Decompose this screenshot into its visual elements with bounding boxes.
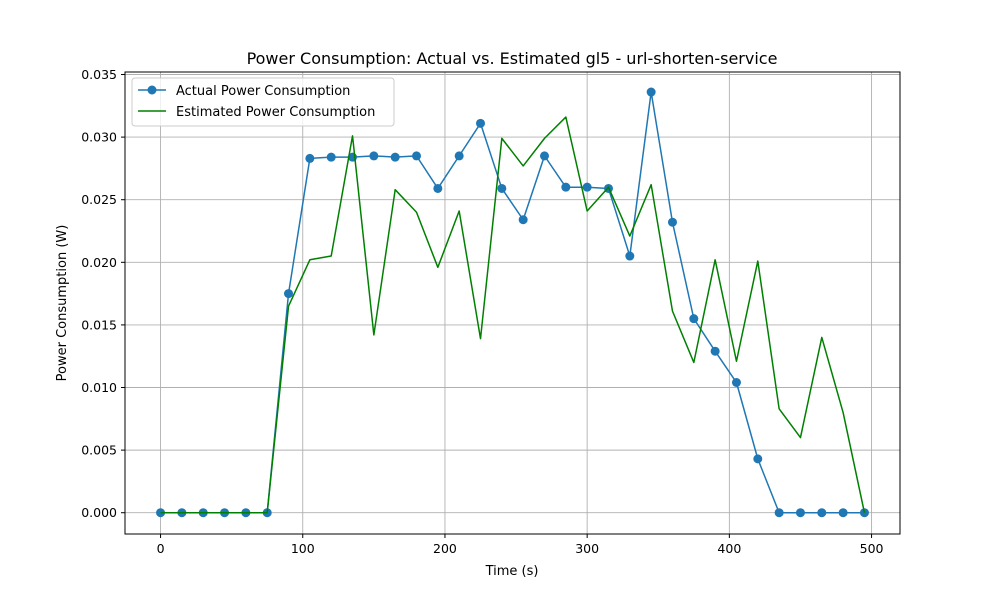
y-tick-label: 0.025 xyxy=(81,192,117,207)
legend: Actual Power Consumption Estimated Power… xyxy=(131,77,395,127)
data-point-actual xyxy=(774,508,784,518)
x-tick-label: 300 xyxy=(575,541,599,556)
data-point-actual xyxy=(625,251,635,261)
chart-title: Power Consumption: Actual vs. Estimated … xyxy=(247,49,778,68)
grid xyxy=(125,72,900,534)
y-tick-label: 0.030 xyxy=(81,130,117,145)
x-axis-label: Time (s) xyxy=(485,564,539,579)
ticks: 0 100 200 300 400 500 0.000 0.005 0.010 0.015 0.02… xyxy=(81,67,883,556)
data-point-actual xyxy=(561,182,571,192)
data-point-actual xyxy=(326,152,336,162)
series-line-estimated xyxy=(160,116,866,514)
series-line-actual xyxy=(160,91,865,514)
x-tick-label: 0 xyxy=(157,541,165,556)
legend-box xyxy=(131,77,395,127)
data-point-actual xyxy=(369,151,379,161)
legend-label-actual: Actual Power Consumption xyxy=(176,84,350,99)
data-point-actual xyxy=(476,118,486,128)
y-tick-label: 0.010 xyxy=(81,380,117,395)
data-point-actual xyxy=(667,217,677,227)
data-point-actual xyxy=(305,153,315,163)
legend-marker-actual xyxy=(147,85,157,95)
legend-label-estimated: Estimated Power Consumption xyxy=(176,105,375,120)
y-axis-label: Power Consumption (W) xyxy=(55,225,70,382)
data-point-actual xyxy=(753,454,763,464)
data-point-actual xyxy=(284,289,294,299)
data-point-actual xyxy=(518,215,528,225)
series-layer xyxy=(156,87,869,518)
x-tick-label: 400 xyxy=(717,541,741,556)
data-point-actual xyxy=(731,378,741,388)
data-point-actual xyxy=(710,346,720,356)
data-point-actual xyxy=(539,151,549,161)
plot-frame xyxy=(124,71,901,535)
x-tick-label: 200 xyxy=(433,541,457,556)
data-point-actual xyxy=(689,314,699,324)
data-point-actual xyxy=(582,182,592,192)
data-point-actual xyxy=(412,151,422,161)
x-tick-label: 500 xyxy=(860,541,884,556)
data-point-actual xyxy=(838,508,848,518)
data-point-actual xyxy=(646,87,656,97)
y-tick-label: 0.005 xyxy=(81,443,117,458)
data-point-actual xyxy=(433,183,443,193)
y-tick-label: 0.000 xyxy=(81,505,117,520)
y-tick-label: 0.020 xyxy=(81,255,117,270)
y-tick-label: 0.035 xyxy=(81,67,117,82)
x-tick-label: 100 xyxy=(291,541,315,556)
y-tick-label: 0.015 xyxy=(81,317,117,332)
data-point-actual xyxy=(390,152,400,162)
data-point-actual xyxy=(817,508,827,518)
data-point-actual xyxy=(497,183,507,193)
data-point-actual xyxy=(795,508,805,518)
data-point-actual xyxy=(454,151,464,161)
